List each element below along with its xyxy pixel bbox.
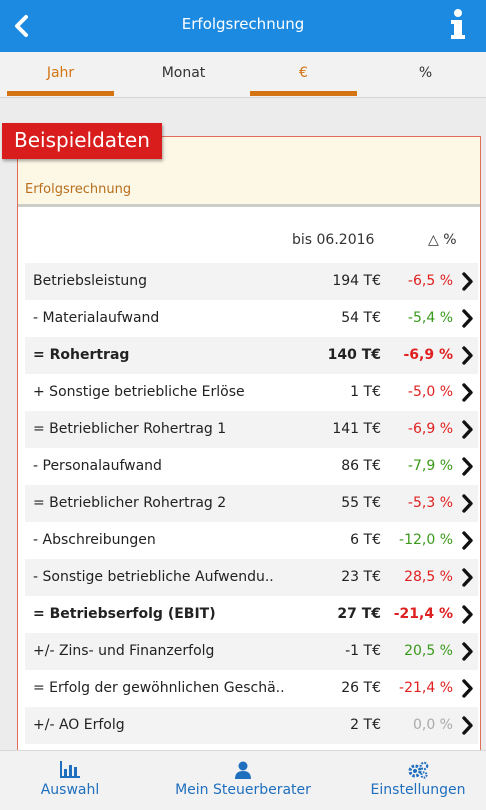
row-label: = Erfolg der gewöhnlichen Geschä.. — [33, 680, 285, 696]
row-value: 23 T€ — [341, 569, 381, 585]
chevron-right-icon[interactable] — [461, 346, 474, 365]
row-label: +/- Zins- und Finanzerfolg — [33, 643, 215, 659]
table-row[interactable]: +/- AO Erfolg 2 T€ 0,0 % — [25, 707, 478, 744]
row-label: - Personalaufwand — [33, 458, 162, 474]
nav-einstellungen-label: Einstellungen — [370, 782, 466, 798]
gears-icon — [408, 761, 429, 779]
row-label: = Rohertrag — [33, 347, 130, 363]
nav-einstellungen[interactable]: Einstellungen — [358, 751, 478, 810]
row-label: - Materialaufwand — [33, 310, 160, 326]
tab-percent[interactable]: % — [418, 65, 433, 81]
row-percent: -6,9 % — [407, 421, 453, 437]
row-percent: -6,9 % — [403, 347, 453, 363]
chevron-right-icon[interactable] — [461, 605, 474, 624]
row-value: 141 T€ — [332, 421, 381, 437]
row-value: 86 T€ — [341, 458, 381, 474]
nav-steuerberater-label: Mein Steuerberater — [175, 782, 311, 798]
row-label: = Betrieblicher Rohertrag 1 — [33, 421, 227, 437]
nav-auswahl-label: Auswahl — [40, 782, 100, 798]
row-label: - Abschreibungen — [33, 532, 156, 548]
chevron-right-icon[interactable] — [461, 568, 474, 587]
chevron-right-icon[interactable] — [461, 309, 474, 328]
table-row[interactable]: - Personalaufwand 86 T€ -7,9 % — [25, 448, 478, 485]
row-label: Betriebsleistung — [33, 273, 147, 289]
row-percent: -12,0 % — [399, 532, 453, 548]
chevron-right-icon[interactable] — [461, 531, 474, 550]
tab-euro[interactable]: € — [250, 52, 357, 98]
row-label: - Sonstige betriebliche Aufwendu.. — [33, 569, 274, 585]
table-row[interactable]: - Materialaufwand 54 T€ -5,4 % — [25, 300, 478, 337]
row-percent: -5,0 % — [407, 384, 453, 400]
row-value: 54 T€ — [341, 310, 381, 326]
tab-bar: Jahr Monat € % — [0, 52, 486, 98]
row-value: 55 T€ — [341, 495, 381, 511]
table-row[interactable]: = Rohertrag 140 T€ -6,9 % — [25, 337, 478, 374]
bottom-nav: Auswahl Mein Steuerberater Einstellungen — [0, 750, 486, 810]
table-row[interactable]: = Betrieblicher Rohertrag 2 55 T€ -5,3 % — [25, 485, 478, 522]
row-percent: 20,5 % — [404, 643, 453, 659]
bar-chart-icon — [60, 761, 80, 778]
sample-data-badge: Beispieldaten — [2, 123, 162, 159]
row-value: 27 T€ — [337, 606, 381, 622]
row-value: 1 T€ — [350, 384, 381, 400]
row-label: +/- AO Erfolg — [33, 717, 125, 733]
app-header: Erfolgsrechnung — [0, 0, 486, 52]
chevron-right-icon[interactable] — [461, 642, 474, 661]
row-percent: 28,5 % — [404, 569, 453, 585]
row-label: = Betrieblicher Rohertrag 2 — [33, 495, 227, 511]
table-row[interactable]: +/- Zins- und Finanzerfolg -1 T€ 20,5 % — [25, 633, 478, 670]
tab-monat[interactable]: Monat — [161, 65, 206, 81]
row-value: 140 T€ — [327, 347, 381, 363]
chevron-right-icon[interactable] — [461, 420, 474, 439]
chevron-right-icon[interactable] — [461, 272, 474, 291]
row-percent: -5,3 % — [407, 495, 453, 511]
row-percent: -21,4 % — [399, 680, 453, 696]
chevron-right-icon[interactable] — [461, 494, 474, 513]
row-value: -1 T€ — [345, 643, 381, 659]
chevron-right-icon[interactable] — [461, 383, 474, 402]
panel-title: Erfolgsrechnung — [25, 182, 132, 197]
table-row[interactable]: Betriebsleistung 194 T€ -6,5 % — [25, 263, 478, 300]
column-header-period: bis 06.2016 — [292, 232, 375, 248]
table-row[interactable]: - Sonstige betriebliche Aufwendu.. 23 T€ 2… — [25, 559, 478, 596]
row-value: 26 T€ — [341, 680, 381, 696]
tab-jahr[interactable]: Jahr — [7, 52, 114, 98]
chevron-right-icon[interactable] — [461, 679, 474, 698]
row-percent: -5,4 % — [407, 310, 453, 326]
table-row[interactable]: = Erfolg der gewöhnlichen Geschä.. 26 T€ -… — [25, 670, 478, 707]
row-percent: -21,4 % — [393, 606, 453, 622]
row-percent: -6,5 % — [407, 273, 453, 289]
nav-auswahl[interactable]: Auswahl — [10, 751, 130, 810]
table-row[interactable]: = Betriebserfolg (EBIT) 27 T€ -21,4 % — [25, 596, 478, 633]
row-label: = Betriebserfolg (EBIT) — [33, 606, 216, 622]
row-value: 194 T€ — [332, 273, 381, 289]
chevron-right-icon[interactable] — [461, 716, 474, 735]
info-icon[interactable] — [448, 7, 466, 43]
row-percent: 0,0 % — [412, 717, 453, 733]
table-row[interactable]: = Betrieblicher Rohertrag 1 141 T€ -6,9 % — [25, 411, 478, 448]
column-header-delta: △ % — [428, 232, 457, 248]
table-row[interactable]: + Sonstige betriebliche Erlöse 1 T€ -5,0 % — [25, 374, 478, 411]
row-value: 2 T€ — [350, 717, 381, 733]
person-icon — [235, 761, 251, 779]
page-title: Erfolgsrechnung — [181, 15, 305, 33]
row-label: + Sonstige betriebliche Erlöse — [33, 384, 245, 400]
row-value: 6 T€ — [350, 532, 381, 548]
table-row[interactable]: - Abschreibungen 6 T€ -12,0 % — [25, 522, 478, 559]
row-percent: -7,9 % — [407, 458, 453, 474]
nav-steuerberater[interactable]: Mein Steuerberater — [163, 751, 323, 810]
chevron-left-icon[interactable] — [10, 12, 34, 40]
chevron-right-icon[interactable] — [461, 457, 474, 476]
